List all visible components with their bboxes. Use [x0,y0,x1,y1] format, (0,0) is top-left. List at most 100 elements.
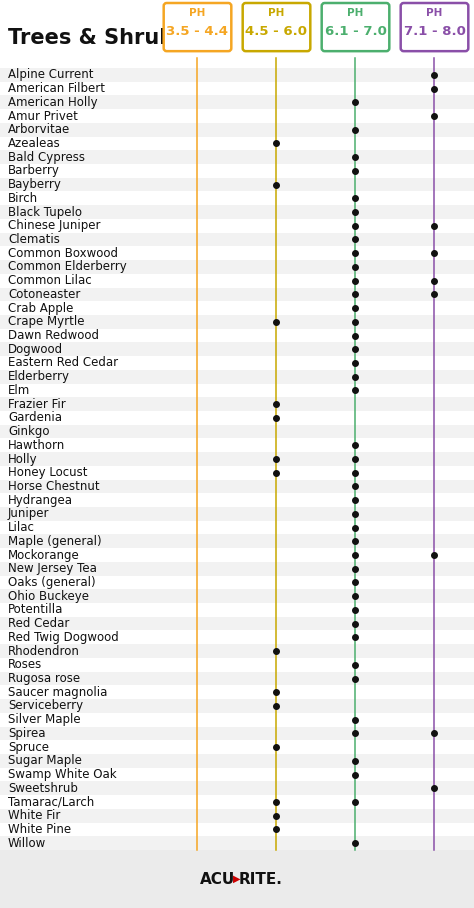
Text: 6.1 - 7.0: 6.1 - 7.0 [325,25,386,37]
Bar [0,823,474,836]
Bar [0,672,474,686]
Text: PH: PH [347,8,364,18]
Text: Honey Locust: Honey Locust [8,466,88,479]
Bar [0,507,474,520]
Text: Alpine Current: Alpine Current [8,68,93,82]
Text: Bayberry: Bayberry [8,178,62,191]
Bar [0,274,474,288]
Text: American Holly: American Holly [8,96,98,109]
Text: Dogwood: Dogwood [8,342,63,356]
Text: Potentilla: Potentilla [8,604,64,617]
Bar [0,479,474,493]
Bar [0,288,474,301]
Bar [0,617,474,630]
Text: Rhodendron: Rhodendron [8,645,80,657]
Text: Clematis: Clematis [8,233,60,246]
Text: Juniper: Juniper [8,508,49,520]
Text: Serviceberry: Serviceberry [8,699,83,713]
Text: Maple (general): Maple (general) [8,535,101,548]
Text: Swamp White Oak: Swamp White Oak [8,768,117,781]
Bar [0,383,474,398]
Bar [0,123,474,136]
Text: Chinese Juniper: Chinese Juniper [8,219,100,232]
Text: PH: PH [189,8,206,18]
Text: Common Elderberry: Common Elderberry [8,261,127,273]
Bar [0,548,474,562]
Text: Elderberry: Elderberry [8,370,70,383]
Text: Azealeas: Azealeas [8,137,61,150]
Text: RITE.: RITE. [239,872,283,886]
Bar [0,658,474,672]
Bar [0,136,474,151]
Bar [0,782,474,795]
Bar [0,260,474,274]
Text: Mockorange: Mockorange [8,548,80,561]
Bar [0,411,474,425]
Bar [0,686,474,699]
Bar [0,315,474,329]
Text: ▶: ▶ [233,874,241,884]
Text: Red Cedar: Red Cedar [8,617,69,630]
FancyBboxPatch shape [322,3,389,51]
Text: Saucer magnolia: Saucer magnolia [8,686,108,699]
Text: PH: PH [426,8,443,18]
Text: PH: PH [268,8,285,18]
Bar [0,562,474,576]
Bar [0,603,474,617]
Text: Dawn Redwood: Dawn Redwood [8,329,99,342]
Text: Sugar Maple: Sugar Maple [8,755,82,767]
Text: Oaks (general): Oaks (general) [8,576,96,589]
Text: Common Lilac: Common Lilac [8,274,91,287]
Bar [0,329,474,342]
Text: Tamarac/Larch: Tamarac/Larch [8,795,94,808]
Text: Ginkgo: Ginkgo [8,425,49,438]
FancyBboxPatch shape [243,3,310,51]
Text: White Pine: White Pine [8,823,71,836]
Bar [0,151,474,164]
Bar [0,178,474,192]
FancyBboxPatch shape [164,3,231,51]
Bar [0,232,474,246]
Text: Horse Chestnut: Horse Chestnut [8,480,100,493]
Text: New Jersey Tea: New Jersey Tea [8,562,97,576]
Bar [0,535,474,548]
Text: Frazier Fir: Frazier Fir [8,398,66,410]
Text: Hydrangea: Hydrangea [8,494,73,507]
Text: American Filbert: American Filbert [8,82,105,95]
Bar [0,850,474,908]
Bar [0,192,474,205]
Bar [0,466,474,479]
Text: Ohio Buckeye: Ohio Buckeye [8,589,89,603]
Text: Common Boxwood: Common Boxwood [8,247,118,260]
Text: Black Tupelo: Black Tupelo [8,205,82,219]
Bar [0,301,474,315]
Text: Barberry: Barberry [8,164,60,177]
Text: White Fir: White Fir [8,809,60,823]
Text: Elm: Elm [8,384,30,397]
Text: Holly: Holly [8,452,37,466]
Text: 7.1 - 8.0: 7.1 - 8.0 [403,25,465,37]
Bar [0,398,474,411]
Bar [0,795,474,809]
Bar [0,425,474,439]
Text: Roses: Roses [8,658,42,671]
Bar [0,0,474,68]
Text: Lilac: Lilac [8,521,35,534]
Text: Amur Privet: Amur Privet [8,110,78,123]
Bar [0,246,474,260]
Bar [0,109,474,123]
Text: Gardenia: Gardenia [8,411,62,424]
Text: 4.5 - 6.0: 4.5 - 6.0 [246,25,308,37]
Bar [0,439,474,452]
Text: Crape Myrtle: Crape Myrtle [8,315,84,329]
Bar [0,205,474,219]
Text: Crab Apple: Crab Apple [8,301,73,314]
Bar [0,452,474,466]
Text: Arborvitae: Arborvitae [8,123,70,136]
Text: Sweetshrub: Sweetshrub [8,782,78,794]
Text: Willow: Willow [8,836,46,850]
Text: Red Twig Dogwood: Red Twig Dogwood [8,631,119,644]
Bar [0,699,474,713]
Bar [0,370,474,383]
Text: Bald Cypress: Bald Cypress [8,151,85,163]
